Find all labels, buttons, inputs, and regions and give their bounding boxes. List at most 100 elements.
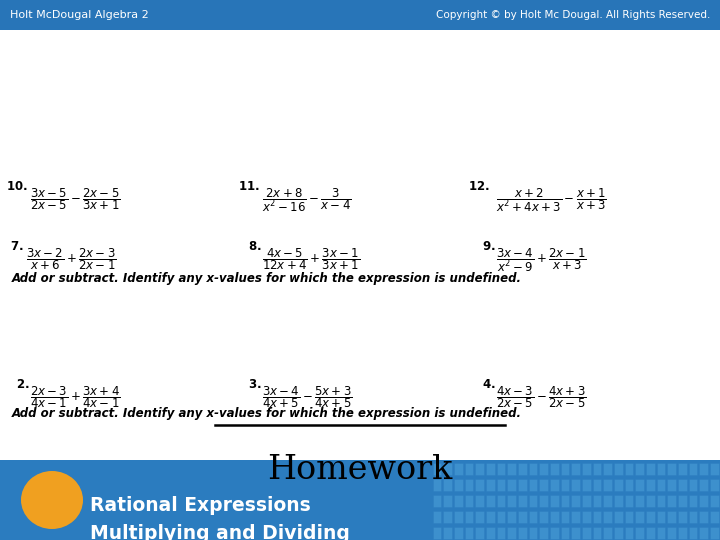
- Bar: [593, 495, 601, 507]
- Bar: [678, 527, 687, 539]
- Bar: [475, 527, 484, 539]
- Bar: [603, 495, 612, 507]
- Text: $\dfrac{4x-5}{12x+4}+\dfrac{3x-1}{3x+1}$: $\dfrac{4x-5}{12x+4}+\dfrac{3x-1}{3x+1}$: [262, 246, 360, 272]
- Bar: [614, 480, 623, 491]
- Bar: [688, 495, 697, 507]
- Text: Rational Expressions: Rational Expressions: [90, 496, 311, 515]
- Bar: [571, 511, 580, 523]
- Bar: [486, 480, 495, 491]
- Bar: [561, 463, 570, 475]
- Bar: [475, 480, 484, 491]
- Text: $\mathbf{10.}$: $\mathbf{10.}$: [6, 180, 28, 193]
- Text: $\dfrac{3x-5}{2x-5}-\dfrac{2x-5}{3x+1}$: $\dfrac{3x-5}{2x-5}-\dfrac{2x-5}{3x+1}$: [30, 186, 120, 212]
- Bar: [444, 495, 452, 507]
- Bar: [444, 527, 452, 539]
- Bar: [593, 480, 601, 491]
- Text: $\dfrac{x+2}{x^2+4x+3}-\dfrac{x+1}{x+3}$: $\dfrac{x+2}{x^2+4x+3}-\dfrac{x+1}{x+3}$: [496, 186, 607, 214]
- Bar: [624, 495, 634, 507]
- Bar: [582, 463, 590, 475]
- Bar: [667, 527, 676, 539]
- Bar: [507, 495, 516, 507]
- Bar: [657, 511, 665, 523]
- Bar: [497, 527, 505, 539]
- Text: $\mathbf{4.}$: $\mathbf{4.}$: [482, 378, 495, 391]
- Text: $\mathbf{9.}$: $\mathbf{9.}$: [482, 240, 495, 253]
- Bar: [464, 527, 473, 539]
- Bar: [688, 527, 697, 539]
- Bar: [433, 511, 441, 523]
- Bar: [582, 511, 590, 523]
- Bar: [678, 480, 687, 491]
- Bar: [710, 463, 719, 475]
- Bar: [539, 480, 548, 491]
- Bar: [518, 511, 526, 523]
- Bar: [454, 463, 463, 475]
- Bar: [475, 511, 484, 523]
- Bar: [454, 511, 463, 523]
- Bar: [571, 527, 580, 539]
- Text: Copyright © by Holt Mc Dougal. All Rights Reserved.: Copyright © by Holt Mc Dougal. All Right…: [436, 10, 710, 20]
- Bar: [454, 480, 463, 491]
- Bar: [518, 463, 526, 475]
- Bar: [603, 463, 612, 475]
- Bar: [497, 463, 505, 475]
- Bar: [475, 495, 484, 507]
- Text: $\dfrac{4x-3}{2x-5}-\dfrac{4x+3}{2x-5}$: $\dfrac{4x-3}{2x-5}-\dfrac{4x+3}{2x-5}$: [496, 384, 587, 410]
- Bar: [464, 463, 473, 475]
- Bar: [624, 511, 634, 523]
- Bar: [646, 463, 654, 475]
- Bar: [528, 480, 537, 491]
- Bar: [657, 480, 665, 491]
- Bar: [518, 527, 526, 539]
- Bar: [688, 480, 697, 491]
- Text: $\mathbf{2.}$: $\mathbf{2.}$: [16, 378, 30, 391]
- Bar: [497, 495, 505, 507]
- Text: $\dfrac{3x-4}{x^2-9}+\dfrac{2x-1}{x+3}$: $\dfrac{3x-4}{x^2-9}+\dfrac{2x-1}{x+3}$: [496, 246, 587, 274]
- Bar: [444, 511, 452, 523]
- Bar: [528, 511, 537, 523]
- Bar: [699, 463, 708, 475]
- Bar: [507, 527, 516, 539]
- Bar: [603, 480, 612, 491]
- Bar: [433, 527, 441, 539]
- Text: $\mathbf{3.}$: $\mathbf{3.}$: [248, 378, 261, 391]
- Bar: [582, 527, 590, 539]
- Bar: [433, 495, 441, 507]
- Bar: [539, 527, 548, 539]
- Bar: [486, 511, 495, 523]
- Bar: [561, 527, 570, 539]
- Bar: [582, 480, 590, 491]
- Bar: [657, 463, 665, 475]
- Bar: [710, 527, 719, 539]
- Bar: [550, 480, 559, 491]
- Bar: [486, 495, 495, 507]
- Bar: [507, 480, 516, 491]
- Bar: [528, 463, 537, 475]
- Text: $\mathbf{7.}$: $\mathbf{7.}$: [10, 240, 24, 253]
- Bar: [550, 527, 559, 539]
- Text: $\dfrac{3x-4}{4x+5}-\dfrac{5x+3}{4x+5}$: $\dfrac{3x-4}{4x+5}-\dfrac{5x+3}{4x+5}$: [262, 384, 353, 410]
- Bar: [699, 495, 708, 507]
- Bar: [688, 463, 697, 475]
- Bar: [550, 463, 559, 475]
- Bar: [539, 511, 548, 523]
- Bar: [507, 511, 516, 523]
- Bar: [518, 480, 526, 491]
- Bar: [475, 463, 484, 475]
- Bar: [464, 495, 473, 507]
- Bar: [550, 495, 559, 507]
- Text: $\dfrac{3x-2}{x+6}+\dfrac{2x-3}{2x-1}$: $\dfrac{3x-2}{x+6}+\dfrac{2x-3}{2x-1}$: [26, 246, 117, 272]
- Bar: [667, 495, 676, 507]
- Bar: [593, 527, 601, 539]
- Bar: [433, 480, 441, 491]
- Bar: [710, 511, 719, 523]
- Bar: [678, 511, 687, 523]
- Text: $\mathbf{12.}$: $\mathbf{12.}$: [468, 180, 490, 193]
- Text: $\mathbf{8.}$: $\mathbf{8.}$: [248, 240, 261, 253]
- Text: Homework: Homework: [267, 454, 453, 486]
- Text: Multiplying and Dividing: Multiplying and Dividing: [90, 524, 350, 540]
- Bar: [497, 511, 505, 523]
- Bar: [635, 527, 644, 539]
- Bar: [646, 480, 654, 491]
- Bar: [561, 480, 570, 491]
